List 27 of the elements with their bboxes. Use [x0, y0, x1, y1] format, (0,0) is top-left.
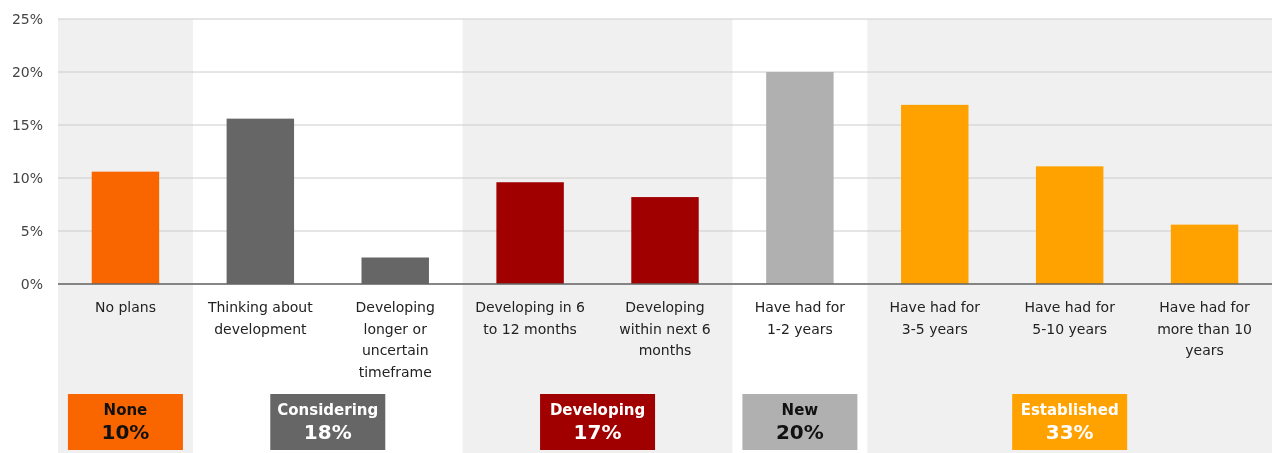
bar [766, 72, 834, 284]
bar [901, 104, 969, 284]
bar [91, 171, 160, 284]
x-tick-label: Have had for more than 10 years [1157, 299, 1252, 358]
x-tick-label: Have had for 1-2 years [754, 299, 846, 337]
y-tick-label: 15% [11, 116, 43, 133]
x-tick-label: Developing within next 6 months [619, 299, 711, 358]
text: Considering 18% [277, 401, 379, 444]
text: New 20% [775, 401, 824, 444]
x-tick-label: Have had for 3-5 years [889, 299, 981, 337]
text: Established 33% [1020, 401, 1119, 444]
bar [496, 182, 564, 284]
text: Developing 17% [549, 401, 646, 444]
y-tick-label: 5% [20, 222, 43, 239]
y-tick-label: 20% [11, 63, 43, 80]
y-tick-label: 10% [11, 169, 43, 186]
x-tick-label: Have had for 5-10 years [1024, 299, 1116, 337]
bar [1035, 166, 1104, 284]
y-tick-label: 25% [11, 10, 43, 27]
y-tick-label: 0% [20, 275, 43, 292]
bar [1170, 224, 1239, 284]
x-tick-label: Developing longer or uncertain timeframe [355, 299, 435, 380]
bar [631, 197, 699, 284]
text: None 10% [101, 401, 150, 444]
x-tick-label: Developing in 6 to 12 months [475, 299, 586, 337]
x-tick-label: No plans [94, 299, 156, 315]
x-tick-label: Thinking about development [206, 299, 314, 337]
